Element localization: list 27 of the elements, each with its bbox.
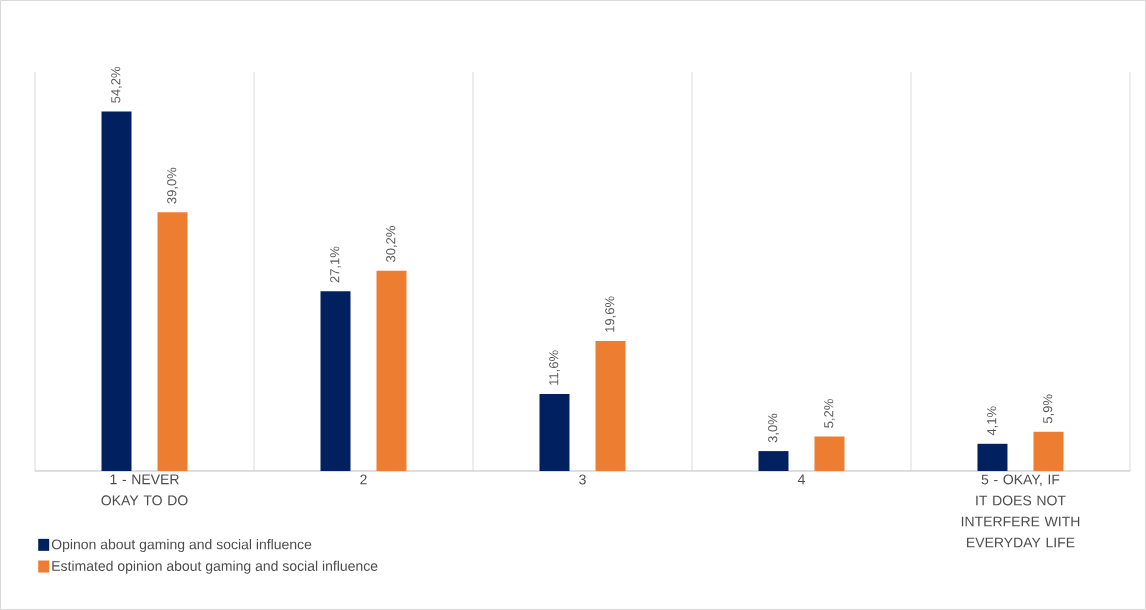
bar [376,270,407,471]
data-label: 5,2% [824,399,835,428]
x-tick-label: 4 [797,474,805,485]
x-tick-label: 3 [579,474,586,485]
legend-label: Estimated opinion about gaming and social influence [52,560,378,574]
bar [539,394,570,471]
legend-label: Opinon about gaming and social influence [51,539,312,553]
bar [101,111,132,471]
bar [814,436,845,471]
data-label: 39,0% [167,167,178,204]
data-label: 5,9% [1043,394,1054,424]
data-label: 11,6% [549,350,560,385]
bar [320,291,351,471]
bar [157,212,188,471]
data-label: 19,6% [605,296,616,332]
x-tick-label: 2 [360,474,367,485]
bar [977,443,1008,471]
data-label: 30,2% [386,226,397,262]
bar [758,451,789,471]
x-tick-label: 5 - OKAY, IF IT DOES NOT INTERFERE WITH EVERYDAY LIFE [961,474,1080,548]
data-label: 54,2% [111,66,122,103]
data-label: 4,1% [987,406,998,436]
data-label: 27,1% [330,246,341,283]
x-tick-label: 1 - NEVER OKAY TO DO [101,474,188,506]
bar [595,341,626,471]
data-label: 3,0% [768,413,779,443]
bar [1033,431,1064,471]
